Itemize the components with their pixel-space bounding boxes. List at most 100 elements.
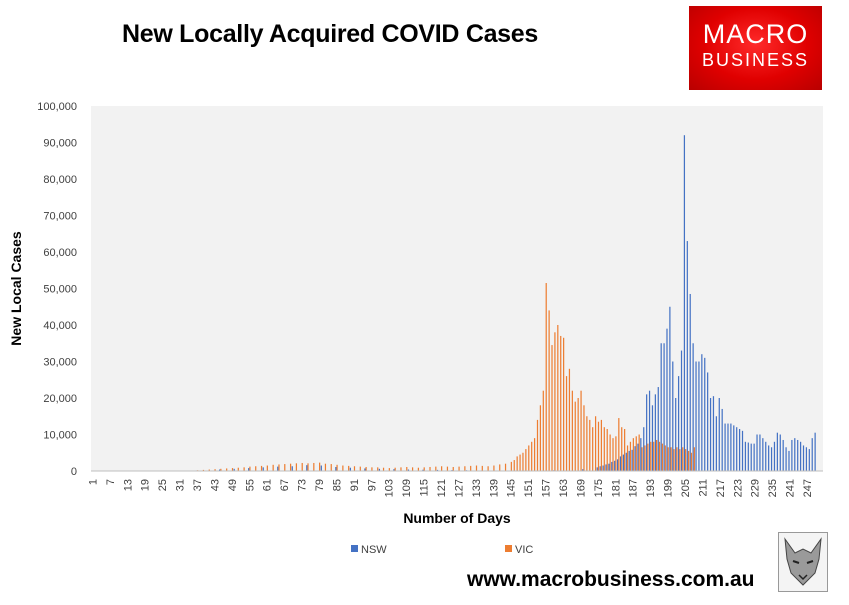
bar-vic-day-173 — [592, 427, 594, 471]
bar-nsw-day-60 — [262, 467, 264, 471]
bar-vic-day-189 — [638, 434, 640, 471]
bar-vic-day-193 — [650, 441, 652, 471]
bar-vic-day-51 — [237, 467, 239, 471]
bar-vic-day-191 — [644, 445, 646, 471]
bar-vic-day-121 — [441, 466, 443, 471]
x-tick-label: 145 — [506, 479, 518, 497]
bar-vic-day-135 — [481, 465, 483, 471]
bar-vic-day-184 — [624, 429, 626, 471]
x-tick-label: 205 — [680, 479, 692, 497]
x-tick-label: 67 — [279, 479, 291, 491]
bar-vic-day-57 — [255, 466, 257, 471]
wolf-icon — [778, 532, 828, 592]
bar-vic-day-195 — [655, 439, 658, 471]
x-tick-label: 193 — [645, 479, 657, 497]
bar-nsw-day-222 — [733, 425, 735, 472]
bar-vic-day-167 — [574, 401, 576, 471]
chart-legend: NSW VIC — [351, 544, 533, 556]
bar-nsw-day-188 — [634, 446, 636, 471]
bar-vic-day-89 — [348, 465, 350, 471]
bar-nsw-day-209 — [695, 361, 697, 471]
bar-nsw-day-247 — [805, 447, 808, 471]
bar-vic-day-149 — [522, 452, 524, 471]
bar-vic-day-146 — [513, 460, 515, 471]
bar-nsw-day-85 — [335, 466, 337, 471]
bar-vic-day-143 — [504, 463, 507, 471]
bar-vic-day-49 — [231, 468, 234, 471]
bar-nsw-day-237 — [776, 432, 778, 471]
x-tick-label: 25 — [157, 479, 169, 491]
bar-nsw-day-180 — [611, 461, 613, 472]
x-tick-label: 241 — [785, 479, 797, 497]
bar-nsw-day-80 — [320, 465, 322, 471]
bar-vic-day-141 — [499, 464, 501, 471]
bar-vic-day-201 — [673, 449, 675, 471]
bar-nsw-day-201 — [672, 361, 674, 471]
logo-line-1: MACRO — [702, 19, 809, 49]
bar-vic-day-180 — [612, 438, 614, 471]
bar-vic-day-113 — [417, 467, 420, 471]
x-tick-label: 61 — [262, 479, 274, 491]
bar-vic-day-119 — [435, 466, 437, 471]
x-tick-label: 91 — [349, 479, 361, 491]
bar-vic-day-137 — [487, 466, 489, 471]
x-tick-label: 55 — [244, 479, 256, 491]
bar-nsw-day-245 — [799, 441, 802, 471]
bar-nsw-day-215 — [712, 396, 715, 471]
bar-nsw-day-192 — [646, 394, 648, 471]
bar-nsw-day-191 — [643, 427, 645, 471]
x-tick-label: 103 — [384, 479, 396, 497]
x-tick-label: 217 — [715, 479, 727, 497]
x-tick-label: 73 — [297, 479, 309, 491]
bar-vic-day-81 — [324, 463, 327, 471]
bar-vic-day-153 — [533, 438, 536, 471]
bar-vic-day-139 — [493, 465, 495, 471]
bar-vic-day-45 — [220, 468, 222, 471]
bar-vic-day-183 — [621, 427, 623, 471]
bar-vic-day-147 — [516, 456, 518, 471]
x-tick-label: 187 — [628, 479, 640, 497]
bar-nsw-day-115 — [422, 469, 424, 471]
x-tick-label: 79 — [314, 479, 326, 491]
x-tick-label: 43 — [209, 479, 221, 491]
bar-vic-day-83 — [330, 464, 332, 471]
bar-nsw-day-226 — [744, 441, 747, 471]
bar-nsw-day-202 — [675, 398, 677, 471]
bar-vic-day-107 — [400, 467, 402, 471]
bar-vic-day-95 — [365, 466, 367, 471]
bar-vic-day-150 — [525, 449, 527, 471]
bar-nsw-day-210 — [698, 361, 700, 471]
bar-vic-day-63 — [272, 464, 274, 471]
bar-vic-day-196 — [658, 441, 661, 471]
x-tick-label: 97 — [366, 479, 378, 491]
bar-vic-day-125 — [452, 466, 454, 471]
bar-vic-day-47 — [226, 468, 228, 471]
y-tick-label: 30,000 — [43, 357, 77, 369]
bar-vic-day-185 — [626, 445, 629, 471]
x-tick-label: 121 — [436, 479, 448, 497]
x-tick-label: 139 — [488, 479, 500, 497]
bar-vic-day-41 — [208, 469, 210, 471]
bar-vic-day-175 — [597, 421, 600, 471]
bar-vic-day-77 — [313, 462, 315, 471]
x-axis-tick-labels: 1 7 13 19 25 31 37 43 49 55 61 67 73 79 85 91 97 103 109 11… — [87, 479, 814, 497]
bar-nsw-day-246 — [802, 445, 805, 471]
bar-nsw-day-100 — [378, 468, 381, 471]
bar-vic-day-160 — [554, 332, 556, 471]
bar-vic-day-79 — [319, 462, 321, 471]
x-tick-label: 229 — [750, 479, 762, 497]
x-tick-label: 211 — [697, 479, 709, 497]
bar-vic-day-67 — [284, 464, 286, 471]
y-tick-label: 0 — [71, 466, 77, 478]
bar-vic-day-208 — [693, 447, 695, 471]
website-url: www.macrobusiness.com.au — [467, 568, 755, 591]
x-tick-label: 85 — [331, 479, 343, 491]
bar-vic-day-172 — [589, 419, 591, 471]
y-tick-label: 80,000 — [43, 174, 77, 186]
bar-vic-day-174 — [594, 416, 597, 471]
x-tick-label: 31 — [175, 479, 187, 491]
bar-vic-day-73 — [301, 462, 303, 471]
bar-nsw-day-221 — [730, 423, 732, 471]
bar-nsw-day-50 — [233, 468, 235, 471]
